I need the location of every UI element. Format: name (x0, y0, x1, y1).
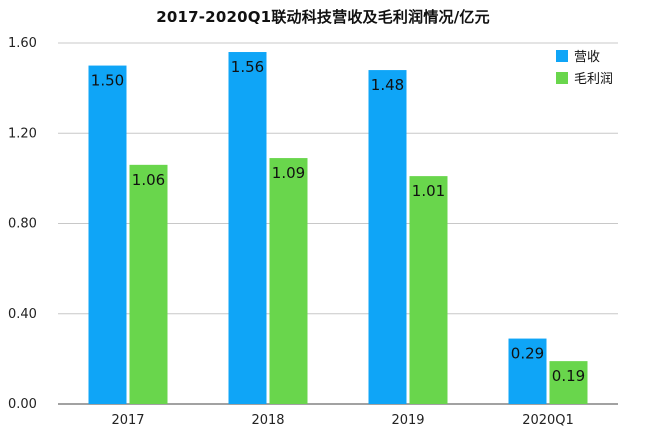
legend-label: 营收 (574, 50, 600, 65)
data-labels: 1.50 1.06 1.56 1.09 1.48 1.01 0.29 0.19 (91, 58, 585, 385)
x-tick-label: 2020Q1 (522, 413, 574, 428)
chart-title: 2017-2020Q1联动科技营收及毛利润情况/亿元 (156, 8, 490, 26)
data-label: 1.48 (371, 76, 404, 94)
y-axis-ticks: 0.00 0.40 0.80 1.20 1.60 (8, 36, 37, 412)
data-label: 1.50 (91, 72, 124, 90)
x-tick-label: 2019 (391, 413, 424, 428)
y-tick-label: 0.00 (8, 397, 37, 412)
data-label: 1.09 (272, 164, 305, 182)
bar-gross-profit (409, 176, 448, 404)
legend-label: 毛利润 (574, 72, 613, 87)
bar-revenue (228, 52, 267, 405)
legend-swatch (556, 50, 568, 62)
x-axis-ticks: 2017 2018 2019 2020Q1 (111, 413, 573, 428)
bars (88, 52, 588, 405)
data-label: 1.56 (231, 58, 264, 76)
x-tick-label: 2017 (111, 413, 144, 428)
data-label: 0.19 (552, 367, 585, 385)
bar-gross-profit (269, 158, 308, 404)
data-label: 1.06 (132, 171, 165, 189)
y-tick-label: 1.60 (8, 36, 37, 51)
y-tick-label: 0.80 (8, 217, 37, 232)
bar-gross-profit (129, 164, 168, 404)
data-label: 0.29 (511, 345, 544, 363)
y-tick-label: 1.20 (8, 126, 37, 141)
y-tick-label: 0.40 (8, 307, 37, 322)
bar-revenue (88, 65, 127, 404)
bar-gross-profit (549, 361, 588, 404)
x-tick-label: 2018 (251, 413, 284, 428)
bar-revenue (368, 70, 407, 404)
bar-revenue (508, 338, 547, 404)
data-label: 1.01 (412, 182, 445, 200)
legend-swatch (556, 72, 568, 84)
